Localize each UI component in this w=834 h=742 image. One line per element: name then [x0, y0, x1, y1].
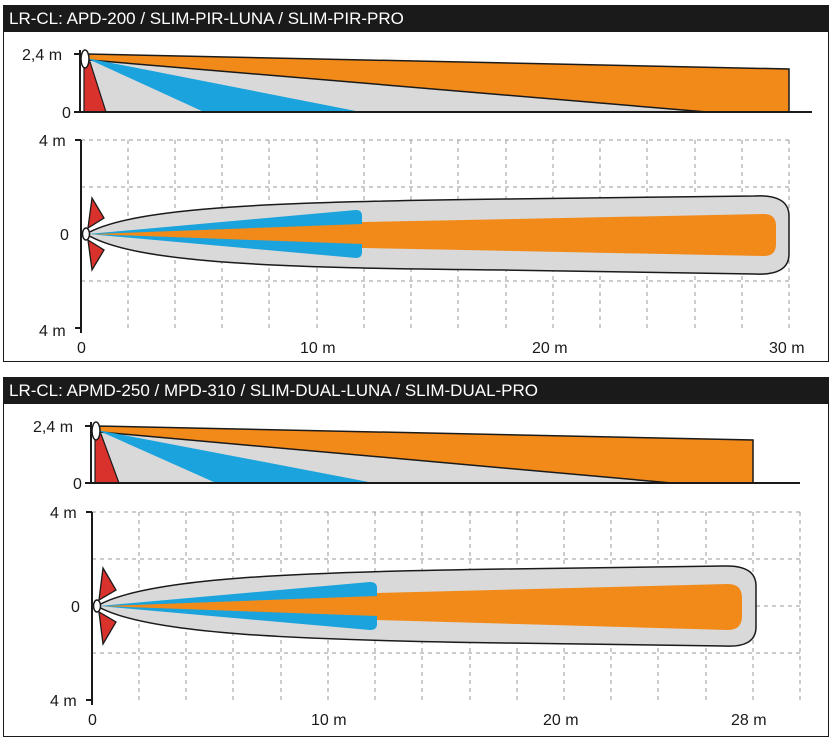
x-label-20: 20 m [543, 712, 579, 729]
panel-title: LR-CL: APMD-250 / MPD-310 / SLIM-DUAL-LU… [4, 378, 828, 404]
x-label-0: 0 [88, 712, 97, 729]
x-label-20: 20 m [532, 340, 568, 357]
coverage-panel-dual: LR-CL: APMD-250 / MPD-310 / SLIM-DUAL-LU… [3, 377, 829, 737]
side-coverage-blue [86, 58, 361, 112]
coverage-diagram-dual: 2,4 m 0 [33, 419, 801, 729]
side-lobe-upper-icon [98, 566, 117, 602]
side-view: 2,4 m 0 [33, 419, 800, 493]
top-coverage-orange [88, 214, 776, 256]
top-y-label-upper: 4 m [50, 505, 77, 522]
top-coverage-blue-upper [88, 210, 362, 234]
side-y-bottom-label: 0 [73, 476, 82, 493]
side-lobe-lower-icon [87, 238, 105, 272]
x-label-10: 10 m [300, 340, 336, 357]
x-label-30: 30 m [769, 340, 805, 357]
top-y-label-lower: 4 m [39, 323, 66, 340]
top-coverage-blue-upper [99, 582, 377, 606]
side-y-bottom-label: 0 [62, 105, 71, 122]
top-view: 4 m 0 4 m 0 10 m 20 m 28 m [50, 505, 767, 729]
panel-title: LR-CL: APD-200 / SLIM-PIR-LUNA / SLIM-PI… [4, 6, 828, 32]
top-y-label-center: 0 [71, 599, 80, 616]
side-y-top-label: 2,4 m [33, 419, 73, 436]
top-coverage-blue-lower [88, 234, 362, 258]
detector-side-icon [80, 49, 90, 69]
x-label-0: 0 [77, 340, 86, 357]
side-coverage-blue [97, 430, 374, 483]
top-view: 4 m 0 4 m 0 10 m 20 m 30 m [39, 133, 805, 357]
side-lobe-upper-icon [87, 196, 105, 230]
detector-top-icon [92, 599, 102, 613]
top-y-label-upper: 4 m [39, 133, 66, 150]
side-y-top-label: 2,4 m [22, 47, 62, 64]
x-label-28: 28 m [731, 712, 767, 729]
top-y-label-center: 0 [60, 227, 69, 244]
detector-top-icon [81, 227, 91, 241]
top-y-label-lower: 4 m [50, 693, 77, 710]
top-coverage-blue-lower [99, 606, 377, 630]
coverage-panel-pir: LR-CL: APD-200 / SLIM-PIR-LUNA / SLIM-PI… [3, 5, 829, 362]
x-label-10: 10 m [311, 712, 347, 729]
top-coverage-orange [99, 584, 742, 630]
coverage-diagram-pir: 2,4 m 0 [22, 47, 812, 357]
detector-side-icon [91, 421, 101, 441]
side-view: 2,4 m 0 [22, 47, 812, 122]
side-lobe-lower-icon [98, 610, 117, 646]
